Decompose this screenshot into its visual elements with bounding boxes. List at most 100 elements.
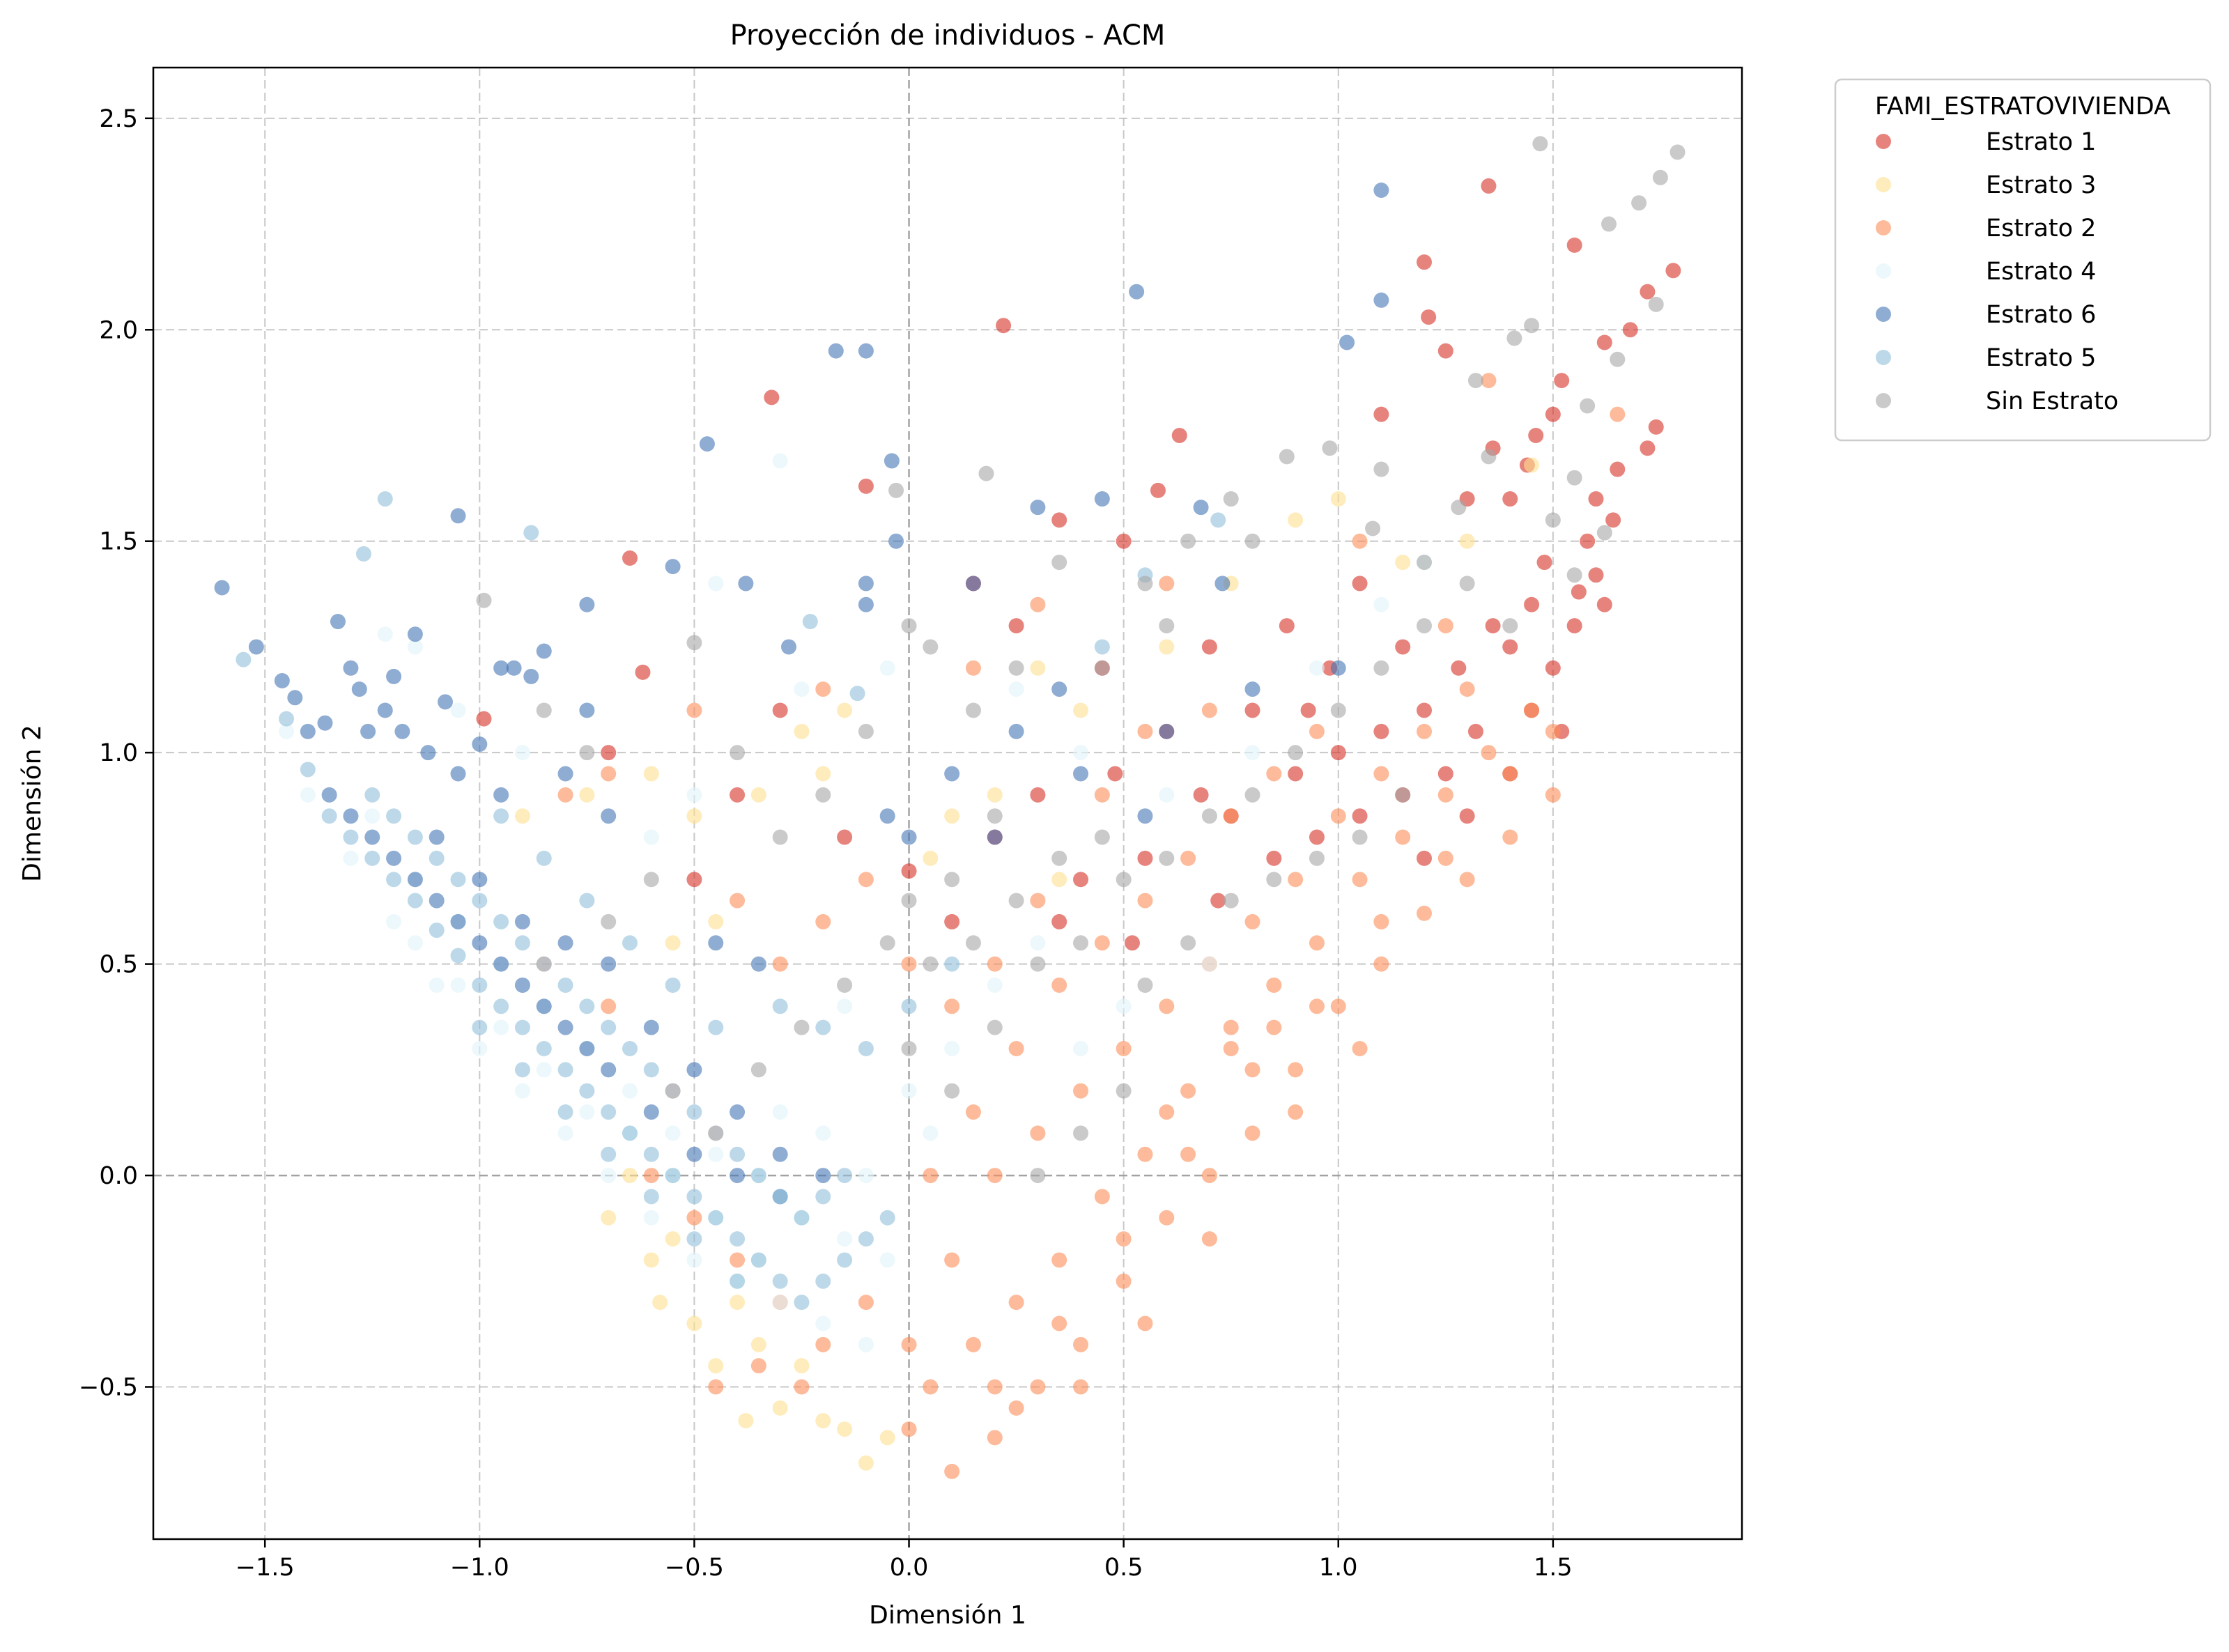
data-point bbox=[1580, 398, 1596, 414]
data-point bbox=[987, 787, 1003, 803]
data-point bbox=[1137, 723, 1153, 739]
data-point bbox=[794, 681, 810, 697]
data-point bbox=[1352, 829, 1368, 845]
data-point bbox=[901, 956, 917, 972]
data-point bbox=[643, 1252, 659, 1268]
data-point bbox=[1266, 850, 1282, 866]
data-point bbox=[1288, 512, 1304, 528]
data-point bbox=[1279, 449, 1295, 465]
data-point bbox=[622, 1083, 638, 1099]
legend-label: Estrato 6 bbox=[1986, 301, 2096, 329]
data-point bbox=[1008, 1400, 1024, 1416]
data-point bbox=[1030, 1125, 1046, 1141]
data-point bbox=[1288, 872, 1304, 888]
data-point bbox=[557, 1104, 573, 1120]
data-point bbox=[377, 626, 393, 642]
data-point bbox=[730, 1168, 746, 1184]
data-point bbox=[523, 668, 539, 684]
data-point bbox=[665, 1125, 681, 1141]
data-point bbox=[1244, 702, 1260, 718]
data-point bbox=[1330, 808, 1346, 824]
data-point bbox=[1588, 567, 1604, 583]
data-point bbox=[360, 723, 376, 739]
data-point bbox=[1201, 1231, 1217, 1247]
data-point bbox=[1339, 334, 1355, 350]
data-point bbox=[815, 1189, 831, 1205]
data-point bbox=[622, 1125, 638, 1141]
data-point bbox=[1008, 1041, 1024, 1056]
legend-entry: Estrato 4 bbox=[1876, 258, 2096, 286]
data-point bbox=[523, 525, 539, 541]
data-point bbox=[472, 736, 488, 752]
data-point bbox=[1073, 872, 1089, 888]
data-point bbox=[987, 1168, 1003, 1184]
data-point bbox=[738, 576, 754, 592]
data-point bbox=[601, 1146, 617, 1162]
data-point bbox=[601, 766, 617, 782]
data-point bbox=[815, 787, 831, 803]
data-point bbox=[849, 686, 865, 702]
data-point bbox=[879, 808, 895, 824]
data-point bbox=[1596, 334, 1612, 350]
data-point bbox=[601, 808, 617, 824]
data-point bbox=[1073, 766, 1089, 782]
data-point bbox=[1309, 660, 1325, 676]
data-point bbox=[536, 1062, 552, 1078]
data-point bbox=[730, 1104, 746, 1120]
data-point bbox=[1365, 520, 1381, 536]
data-point bbox=[884, 453, 900, 469]
data-point bbox=[438, 694, 454, 710]
data-point bbox=[557, 766, 573, 782]
data-point bbox=[557, 1062, 573, 1078]
data-point bbox=[1116, 872, 1132, 888]
data-point bbox=[794, 1295, 810, 1311]
data-point bbox=[643, 1062, 659, 1078]
data-point bbox=[579, 893, 595, 909]
data-point bbox=[579, 787, 595, 803]
data-point bbox=[1459, 681, 1475, 697]
data-point bbox=[1094, 491, 1110, 507]
data-point bbox=[1210, 893, 1226, 909]
data-point bbox=[1124, 935, 1140, 951]
data-point bbox=[1159, 576, 1175, 592]
data-point bbox=[1373, 461, 1389, 477]
data-point bbox=[1159, 787, 1175, 803]
data-point bbox=[686, 1062, 702, 1078]
data-point bbox=[1201, 702, 1217, 718]
data-point bbox=[699, 436, 715, 452]
data-point bbox=[472, 977, 488, 993]
data-point bbox=[1330, 702, 1346, 718]
data-point bbox=[665, 559, 681, 575]
data-point bbox=[1288, 1104, 1304, 1120]
x-tick-label: −1.0 bbox=[450, 1554, 509, 1582]
data-point bbox=[351, 681, 367, 697]
data-point bbox=[601, 913, 617, 929]
data-point bbox=[386, 808, 402, 824]
data-point bbox=[730, 787, 746, 803]
legend-marker bbox=[1876, 263, 1891, 279]
data-point bbox=[1665, 263, 1681, 279]
data-point bbox=[536, 643, 552, 659]
data-point bbox=[901, 1421, 917, 1437]
data-point bbox=[330, 614, 346, 630]
data-point bbox=[1051, 872, 1067, 888]
data-point bbox=[987, 977, 1003, 993]
data-point bbox=[1417, 254, 1432, 270]
data-point bbox=[1244, 533, 1260, 549]
data-point bbox=[1373, 292, 1389, 308]
data-point bbox=[1094, 639, 1110, 655]
data-point bbox=[643, 872, 659, 888]
data-point bbox=[1244, 681, 1260, 697]
data-point bbox=[815, 766, 831, 782]
data-point bbox=[879, 935, 895, 951]
data-point bbox=[923, 1379, 939, 1395]
series-3 bbox=[536, 373, 1626, 1479]
data-point bbox=[1180, 935, 1196, 951]
data-point bbox=[1467, 723, 1483, 739]
data-point bbox=[944, 913, 960, 929]
data-point bbox=[450, 766, 466, 782]
data-point bbox=[1180, 1146, 1196, 1162]
data-point bbox=[879, 660, 895, 676]
data-point bbox=[1506, 330, 1522, 346]
data-point bbox=[407, 626, 423, 642]
